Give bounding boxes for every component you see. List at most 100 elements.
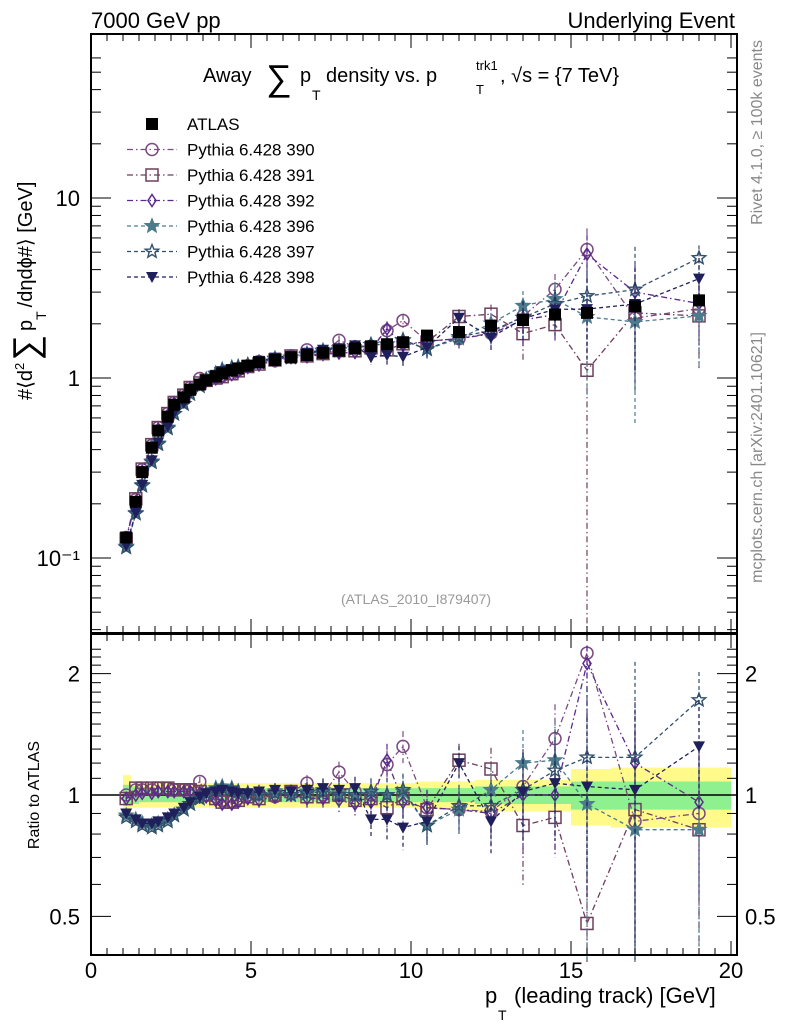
ratio-point (333, 784, 345, 796)
ratio-point (381, 814, 393, 826)
legend-marker (147, 193, 157, 208)
ratio-point (266, 784, 284, 801)
ratio-point (330, 786, 348, 803)
ratio-tick-label: 2 (68, 662, 80, 687)
atlas-data-point (397, 336, 409, 349)
ratio-point (210, 792, 221, 808)
atlas-data-point (581, 306, 593, 319)
ratio-tick-label-right: 1 (745, 783, 757, 808)
header-left: 7000 GeV pp (91, 8, 221, 33)
series-line (125, 298, 700, 547)
atlas-data-point (381, 338, 393, 351)
ratio-point (193, 791, 206, 803)
ratio-point (362, 782, 380, 799)
analysis-id: (ATLAS_2010_I879407) (341, 591, 491, 607)
atlas-data-point (349, 342, 361, 355)
atlas-data-point (232, 362, 245, 375)
legend-entry: Pythia 6.428 397 (127, 243, 315, 262)
legend-entry: Pythia 6.428 391 (127, 166, 315, 185)
y-axis-label: #⟨d2 ∑ pT/dηdϕ#⟩ [GeV] (5, 182, 49, 400)
legend-label: Pythia 6.428 390 (187, 141, 315, 160)
atlas-data-point (317, 346, 329, 359)
ylabel-pre: #⟨d (15, 370, 37, 400)
x-tick-label: 0 (85, 958, 97, 983)
ratio-point (145, 818, 158, 830)
ratio-point (378, 786, 396, 803)
atlas-data-point (485, 319, 497, 332)
y-tick-label: 1 (68, 366, 80, 391)
legend: ATLAS Pythia 6.428 390 Pythia 6.428 391 Pyt… (127, 115, 315, 287)
ratio-tick-label-right: 2 (745, 662, 757, 687)
axes: 0 5 10 15 20 10⁻¹ 1 10 0.5 0.5 1 1 2 2 (37, 33, 776, 983)
ratio-point (517, 786, 529, 798)
atlas-data-point (253, 356, 265, 369)
ratio-point (241, 788, 254, 800)
ratio-point (450, 796, 468, 814)
ratio-point (253, 786, 265, 798)
series-line (125, 248, 700, 538)
ratio-point (282, 786, 300, 803)
ratio-point (350, 796, 360, 812)
atlas-data-point (152, 424, 165, 437)
ylabel-T: T (33, 311, 49, 320)
title-sum: ∑ (266, 57, 292, 98)
atlas-data-point (120, 531, 133, 544)
atlas-data-point (549, 308, 561, 321)
rivet-label: Rivet 4.1.0, ≥ 100k events (749, 40, 766, 225)
series-main-pythia-6.428-398 (120, 257, 705, 552)
legend-entry: Pythia 6.428 396 (127, 217, 315, 236)
title-mid: density vs. p (326, 65, 437, 87)
data-point (582, 246, 592, 262)
series-main-pythia-6.428-391 (119, 278, 706, 638)
data-point (453, 312, 465, 324)
legend-marker (145, 168, 159, 182)
data-point (397, 351, 409, 363)
ratio-point (217, 796, 228, 812)
x-tick-label: 5 (245, 958, 257, 983)
data-point (580, 242, 594, 257)
ratio-point (365, 814, 377, 826)
ratio-y-axis-label: Ratio to ATLAS (26, 741, 43, 849)
data-point (152, 437, 165, 449)
ratio-point (162, 784, 173, 799)
data-point (693, 273, 705, 285)
ratio-point (136, 818, 149, 830)
ratio-point (349, 783, 361, 795)
title-away: Away (203, 65, 252, 87)
ylabel-sq: 2 (12, 363, 27, 370)
mcplots-label: mcplots.cern.ch [arXiv:2401.10621] (749, 332, 766, 583)
title-end: , √s = {7 TeV} (500, 65, 619, 87)
x-tick-label: 10 (399, 958, 423, 983)
series-ratio-pythia-6.428-396 (117, 718, 708, 963)
ratio-point (178, 784, 189, 799)
ratio-point (152, 816, 165, 828)
atlas-data-point (161, 410, 174, 423)
atlas-data-point (129, 495, 142, 508)
atlas-data-point (301, 349, 313, 362)
series-ratio-line (125, 759, 700, 926)
legend-label: Pythia 6.428 391 (187, 166, 315, 185)
atlas-data-point (145, 441, 158, 454)
ratio-point (168, 808, 181, 820)
atlas-data-point (168, 398, 181, 411)
title-sub: T (476, 82, 484, 97)
ylabel-post: /dηdϕ#⟩ [GeV] (15, 182, 37, 308)
atlas-data-point (136, 466, 149, 479)
ratio-point (582, 656, 592, 671)
xlabel-p: p (485, 983, 497, 1008)
legend-label: Pythia 6.428 397 (187, 243, 315, 262)
legend-marker (143, 242, 161, 259)
ratio-panel-marks (117, 645, 708, 963)
ratio-point (396, 739, 410, 754)
legend-marker (146, 118, 158, 130)
data-point (690, 307, 708, 324)
ratio-point (549, 778, 561, 790)
ratio-point (121, 791, 132, 806)
series-ratio-line (125, 759, 699, 831)
legend-label: Pythia 6.428 392 (187, 192, 315, 211)
data-point (381, 350, 393, 362)
ratio-point (232, 788, 245, 800)
series-line (125, 312, 700, 540)
data-point (161, 421, 174, 433)
